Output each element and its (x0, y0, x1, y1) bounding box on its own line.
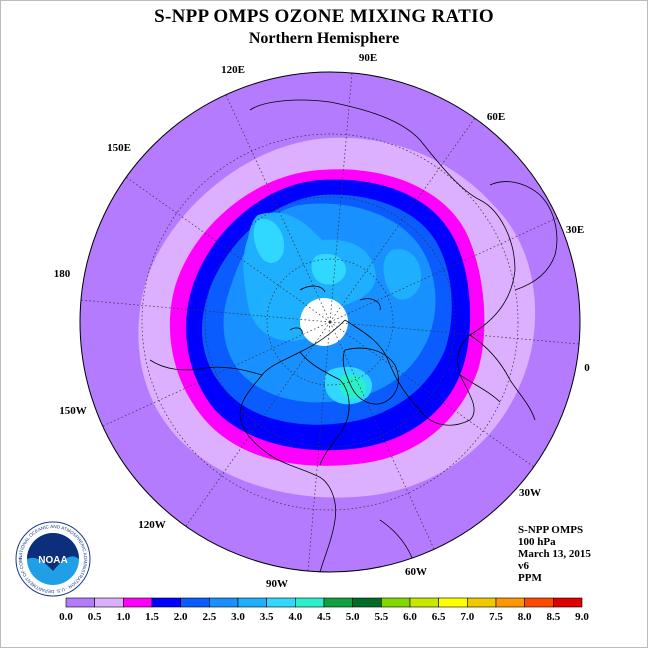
chart-title: S-NPP OMPS OZONE MIXING RATIO (154, 6, 494, 27)
colorbar-swatch (323, 597, 353, 608)
noaa-logo: NOAA NATIONAL OCEANIC AND ATMOSPHERIC AD… (15, 521, 91, 597)
lon-label-30e: 30E (566, 224, 584, 236)
colorbar-tick-label: 4.5 (317, 611, 331, 623)
colorbar-tick-label: 3.5 (260, 611, 274, 623)
coast-north-america (239, 319, 346, 572)
colorbar-swatch (467, 597, 497, 608)
colorbar-swatch (237, 597, 267, 608)
colorbar-tick-label: 3.0 (231, 611, 245, 623)
meridian-120e (225, 94, 331, 323)
colorbar-swatch (495, 597, 525, 608)
lon-label-60e: 60E (487, 111, 505, 123)
meridian-30w (329, 321, 535, 468)
info-instrument: S-NPP OMPS (518, 524, 584, 536)
meridian-90e (329, 72, 353, 323)
band-3.5-4.0-pacific (253, 219, 285, 263)
colorbar-tick-label: 0.0 (59, 611, 73, 623)
meridian-120w (185, 321, 331, 527)
colorbar-tick-label: 5.0 (346, 611, 360, 623)
colorbar-tick-label: 2.5 (202, 611, 216, 623)
colorbar-tick-label: 6.0 (403, 611, 417, 623)
meridian-150e (125, 176, 331, 323)
info-version: v6 (518, 560, 529, 572)
latitude-circles (141, 133, 519, 511)
map-info-block: S-NPP OMPS 100 hPa March 13, 2015 v6 PPM (518, 524, 591, 584)
colorbar-tick-label: 8.5 (546, 611, 560, 623)
chart-subtitle: Northern Hemisphere (248, 30, 400, 47)
lat-circle-15n (141, 133, 519, 511)
colorbar-tick-label: 7.5 (489, 611, 503, 623)
colorbar-tick-label: 4.0 (288, 611, 302, 623)
meridian-180 (80, 299, 331, 323)
colorbar-swatch (438, 597, 468, 608)
map-boundary (79, 71, 581, 573)
lon-label-60w: 60W (405, 566, 427, 578)
info-level: 100 hPa (518, 536, 556, 548)
coast-greenland (342, 347, 399, 405)
info-date: March 13, 2015 (518, 548, 591, 560)
colorbar-swatch (381, 597, 411, 608)
meridian-60w (329, 321, 435, 550)
band-3.0-3.5-east (383, 249, 421, 300)
meridian-60e (329, 117, 476, 323)
colorbar-tick-label: 2.0 (174, 611, 188, 623)
lon-label-90w: 90W (266, 578, 288, 590)
band-4.0-4.5 (339, 374, 367, 399)
lon-label-120e: 120E (221, 64, 245, 76)
lon-label-120w: 120W (138, 519, 166, 531)
colorbar-tick-label: 1.0 (116, 611, 130, 623)
colorbar-swatch (352, 597, 382, 608)
colorbar-swatch (94, 597, 124, 608)
lat-circle-60n (266, 258, 394, 386)
meridian-90w (307, 321, 331, 572)
colorbar-swatch (180, 597, 210, 608)
lon-label-180: 180 (54, 268, 71, 280)
colorbar-swatch (123, 597, 153, 608)
meridian-0 (329, 321, 580, 345)
coast-arctic-islands (289, 285, 381, 335)
colorbar-tick-label: 8.0 (518, 611, 532, 623)
coast-alaska (149, 359, 263, 376)
band-3.5-4.0-siberia (311, 253, 346, 285)
colorbar-tick-label: 0.5 (88, 611, 102, 623)
colorbar-tick-label: 1.5 (145, 611, 159, 623)
coast-east-north-america (299, 351, 350, 466)
coast-africa (489, 181, 558, 291)
colorbar-swatch (295, 597, 325, 608)
colorbar-tick-label: 9.0 (575, 611, 589, 623)
colorbar-tick-label: 7.0 (460, 611, 474, 623)
colorbar-tick-label: 5.5 (374, 611, 388, 623)
meridian-150w (102, 321, 331, 427)
coastlines (149, 99, 558, 572)
logo-text: NOAA (38, 555, 67, 566)
logo-bird (27, 533, 79, 571)
lon-label-150w: 150W (59, 405, 87, 417)
lon-label-90e: 90E (359, 52, 377, 64)
colorbar-swatch (409, 597, 439, 608)
colorbar-swatch (524, 597, 554, 608)
colorbar-swatch (553, 597, 583, 608)
meridian-30e (329, 217, 558, 323)
lon-label-30w: 30W (519, 487, 541, 499)
colorbar-swatch (65, 597, 95, 608)
longitude-labels: 90E 60E 30E 0 30W 60W 90W 120W 150W 180 … (54, 52, 591, 590)
lon-label-150e: 150E (107, 142, 131, 154)
colorbar-swatch (209, 597, 239, 608)
colorbar-tick-label: 6.5 (432, 611, 446, 623)
coast-europe (459, 334, 536, 421)
lon-label-0: 0 (584, 362, 590, 374)
polar-night-no-data (300, 298, 348, 346)
colorbar: 0.0 0.5 1.0 1.5 2.0 2.5 3.0 3.5 4.0 4.5 5.0 5.5 6.0 6… (59, 597, 589, 623)
colorbar-swatch (266, 597, 296, 608)
info-units: PPM (518, 572, 542, 584)
lat-circle-30n (204, 196, 456, 448)
coast-eurasia (249, 99, 516, 426)
colorbar-swatch (151, 597, 181, 608)
meridians (80, 72, 580, 572)
